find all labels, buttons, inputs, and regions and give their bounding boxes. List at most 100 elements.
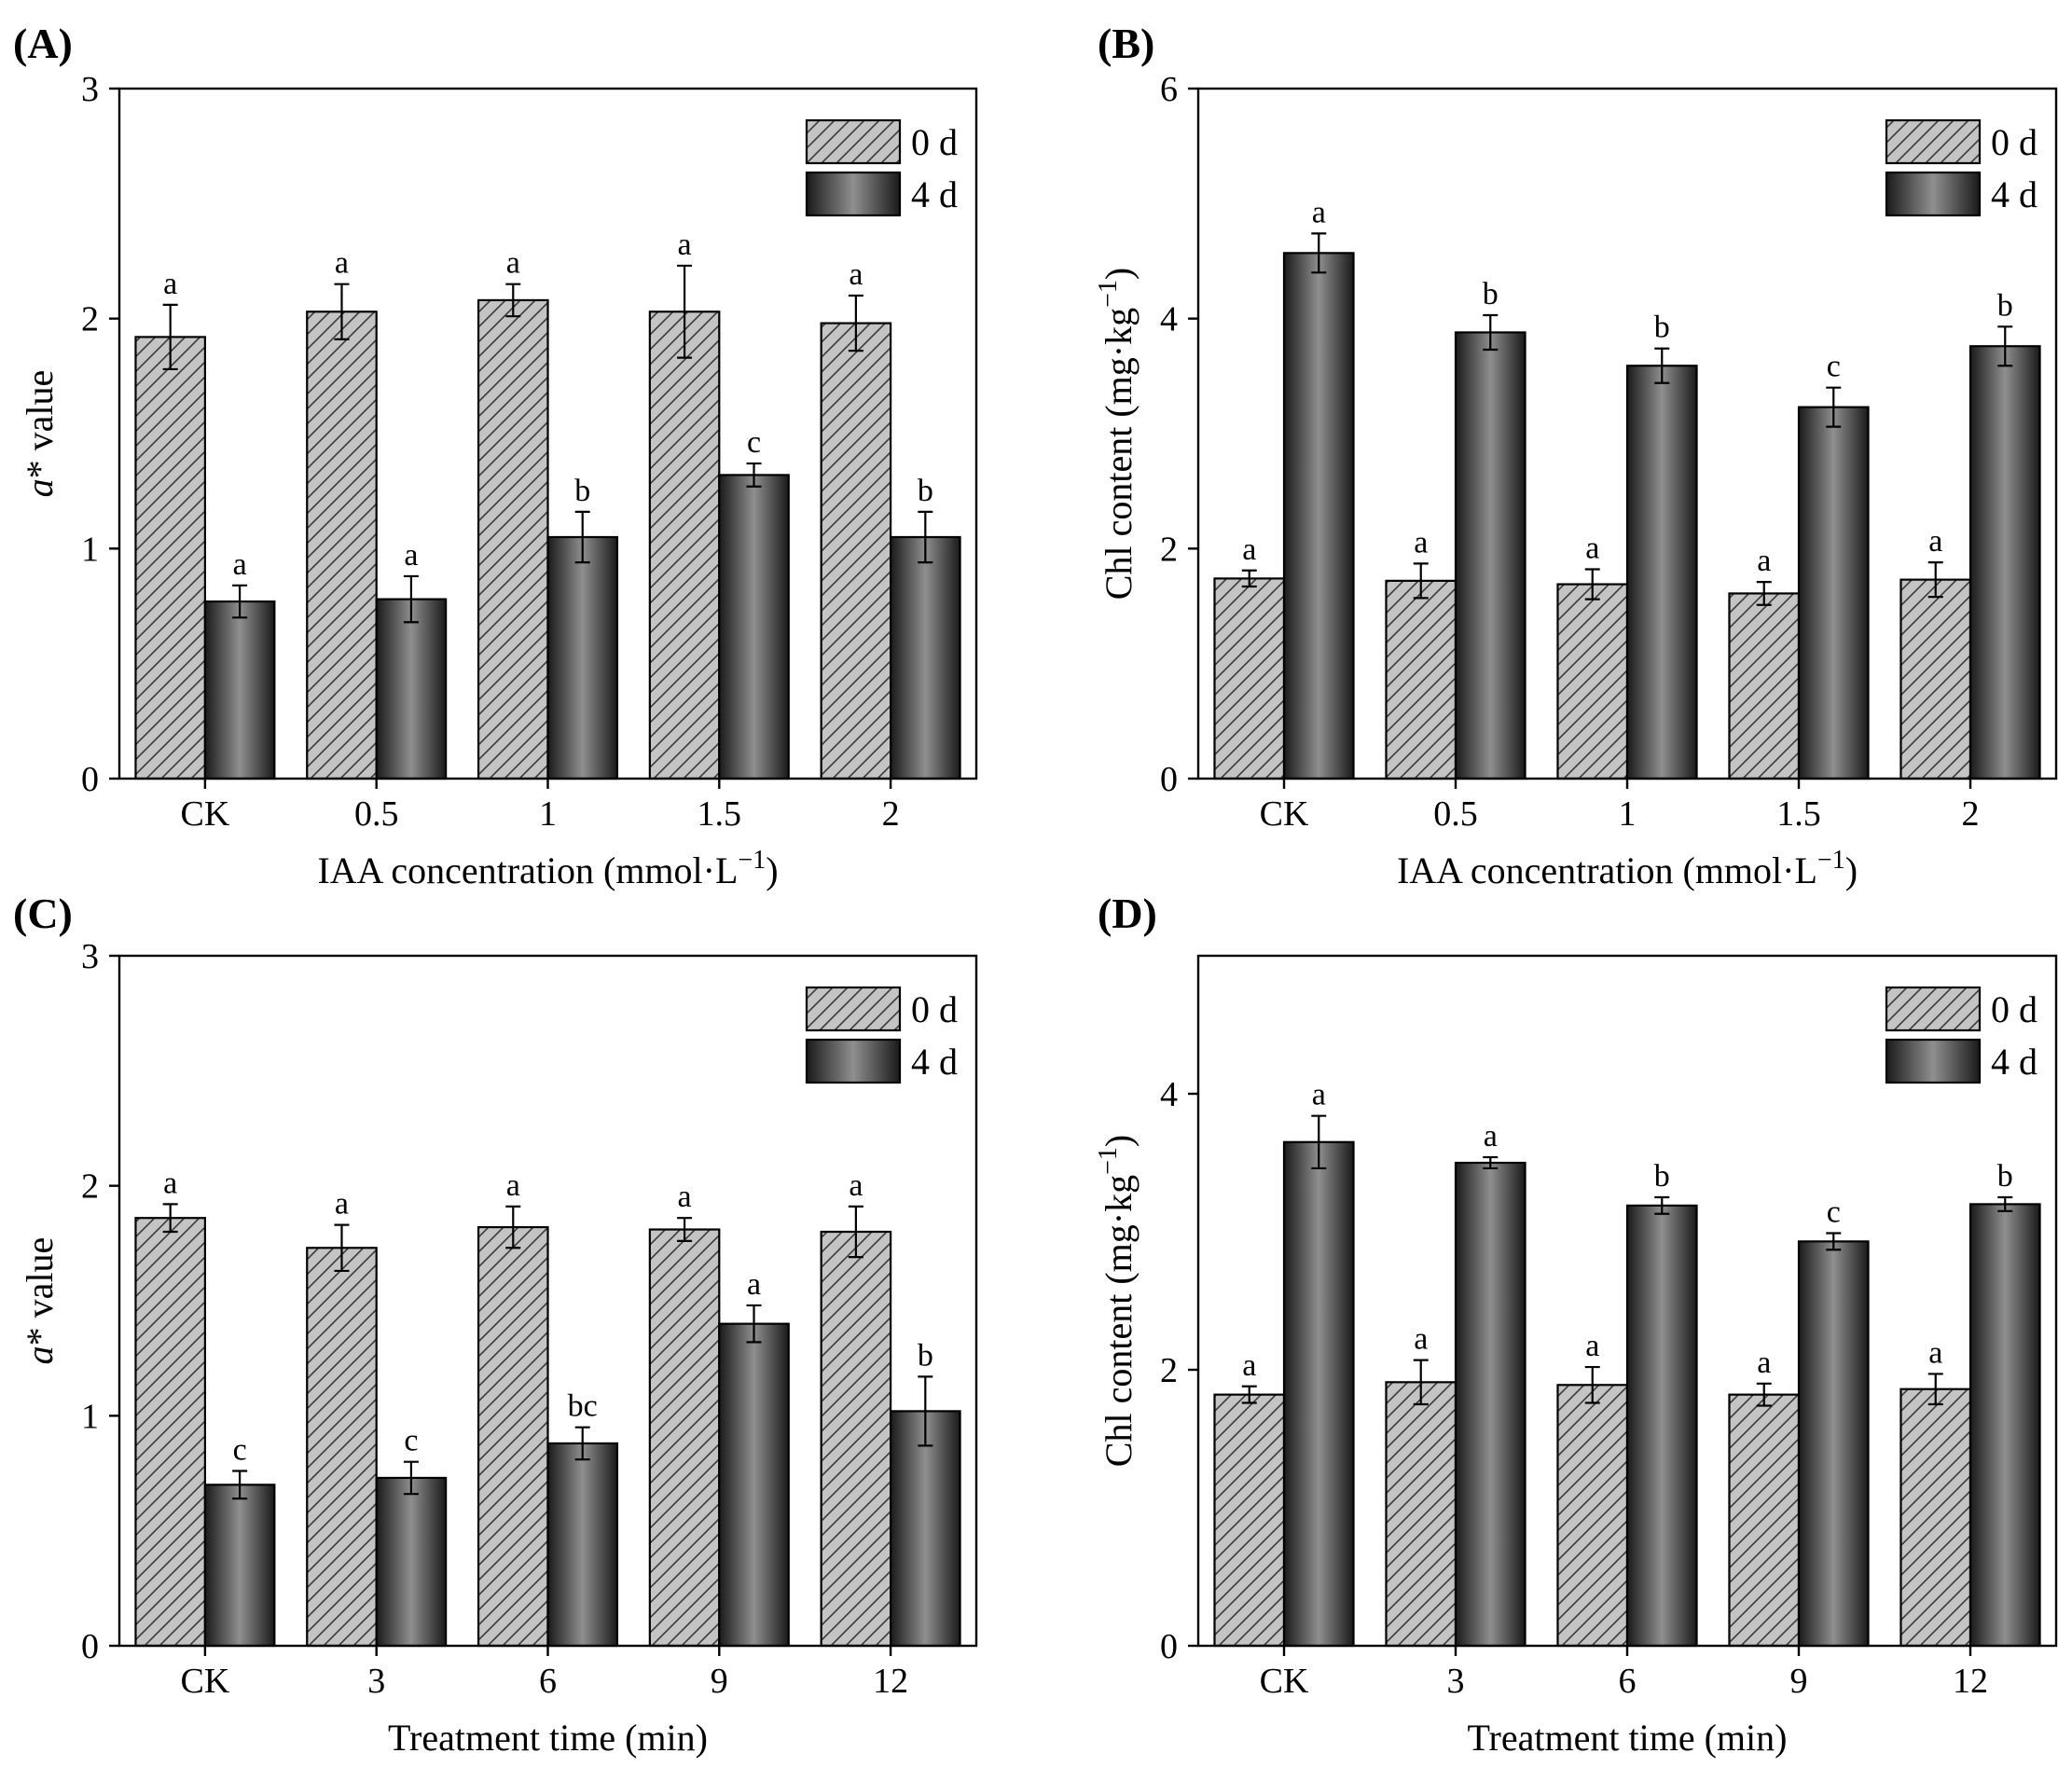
error-bar (677, 264, 693, 359)
x-axis-title: IAA concentration (mmol·L−1) (1397, 846, 1858, 891)
bar-4d-CK (1282, 252, 1355, 780)
x-tick-label: 6 (539, 1662, 557, 1701)
y-axis-title: Chl content (mg·kg−1) (1094, 1135, 1140, 1467)
error-bar (574, 1426, 590, 1461)
bar-0d-1.5 (648, 311, 721, 780)
error-bar (848, 294, 863, 352)
error-bar (162, 1203, 178, 1234)
legend-swatch-0d (1885, 118, 1982, 165)
significance-letter: a (1757, 544, 1771, 578)
y-axis-title: Chl content (mg·kg−1) (1094, 268, 1140, 600)
chart-panel-d: (D) a a a a a a a b c b 0 2 4 CK 3 6 9 12 Treatment time (m… (1094, 890, 2058, 1759)
bar-0d-6 (1556, 1384, 1629, 1648)
bar-4d-CK (203, 1484, 276, 1648)
significance-letter: a (163, 1166, 177, 1200)
bar-4d-9 (718, 1322, 790, 1648)
error-bar (848, 1205, 863, 1259)
bar-4d-CK (1282, 1140, 1355, 1648)
significance-letter: b (1654, 311, 1670, 345)
y-tick-label: 1 (81, 530, 99, 569)
y-tick-label: 3 (81, 937, 99, 976)
x-tick-label: CK (181, 794, 230, 834)
legend-swatch-4d (1885, 171, 1982, 217)
x-tick-label: 6 (1619, 1662, 1637, 1701)
bar-4d-1.5 (1797, 406, 1870, 780)
legend-swatch-4d (805, 171, 902, 217)
significance-letter: a (849, 1168, 863, 1203)
bar-0d-9 (1728, 1393, 1801, 1648)
error-bar (232, 584, 248, 619)
error-bar (1826, 1232, 1842, 1251)
y-tick-label: 2 (1160, 530, 1178, 569)
y-tick-label: 4 (1160, 1075, 1178, 1114)
error-bar (1584, 1365, 1600, 1404)
significance-letter: a (1757, 1346, 1771, 1380)
significance-letter: a (233, 547, 247, 582)
error-bar (1483, 1155, 1499, 1170)
x-tick-label: 12 (873, 1662, 908, 1701)
significance-letter: c (747, 425, 761, 460)
significance-letter: a (506, 1168, 520, 1203)
bar-0d-9 (648, 1228, 721, 1648)
significance-letter: a (335, 246, 349, 281)
legend-swatch-0d (805, 118, 902, 165)
significance-letter: b (1483, 277, 1499, 311)
bar-0d-3 (1385, 1381, 1457, 1648)
significance-letter: a (1484, 1119, 1498, 1153)
legend-swatch-4d (805, 1038, 902, 1084)
error-bar (918, 510, 933, 564)
significance-letter: a (335, 1187, 349, 1222)
legend-label: 4 d (911, 1041, 958, 1083)
error-bar (1927, 1373, 1943, 1406)
error-bar (403, 574, 419, 624)
error-bar (1241, 1385, 1257, 1404)
error-bar (677, 1217, 693, 1242)
bar-0d-CK (1213, 1393, 1286, 1648)
significance-letter: a (506, 246, 520, 281)
bar-4d-0.5 (1454, 331, 1526, 780)
chart-panel-a: (A) a a a a a a a b c b 0 1 2 3 CK 0.5 1 1.5 2 IAA concentra… (13, 20, 978, 891)
y-tick-label: 2 (81, 300, 99, 339)
bar-4d-1 (546, 535, 619, 780)
significance-letter: a (1312, 195, 1326, 229)
bar-0d-3 (306, 1247, 378, 1648)
significance-letter: a (747, 1267, 761, 1302)
bar-0d-0.5 (306, 311, 378, 780)
error-bar (1311, 1114, 1327, 1170)
legend-swatch-0d (805, 986, 902, 1032)
panel-label: (B) (1098, 20, 1154, 67)
error-bar (1826, 386, 1842, 428)
legend-label: 0 d (911, 121, 958, 163)
y-tick-label: 2 (1160, 1351, 1178, 1390)
bar-0d-2 (1899, 578, 1972, 780)
panel-label: (A) (13, 20, 73, 67)
y-tick-label: 4 (1160, 300, 1178, 339)
bar-4d-0.5 (375, 598, 448, 780)
x-tick-label: 3 (367, 1662, 385, 1701)
error-bar (403, 1460, 419, 1496)
error-bar (1654, 1195, 1670, 1215)
y-axis-title: a* value (19, 370, 61, 498)
x-tick-label: 0.5 (354, 794, 399, 834)
significance-letter: b (918, 474, 933, 508)
significance-letter: a (1585, 1329, 1599, 1363)
significance-letter: b (1654, 1159, 1670, 1194)
bar-4d-12 (1968, 1203, 2041, 1648)
significance-letter: c (404, 1424, 418, 1458)
y-tick-label: 0 (1160, 760, 1178, 799)
error-bar (746, 1304, 762, 1344)
y-tick-label: 0 (81, 760, 99, 799)
bar-4d-1 (1625, 365, 1698, 780)
bar-0d-2 (820, 322, 892, 780)
bar-4d-6 (1625, 1204, 1698, 1648)
x-tick-label: 12 (1953, 1662, 1988, 1701)
bar-0d-12 (1899, 1387, 1972, 1648)
significance-letter: b (1997, 288, 2013, 323)
bar-4d-1.5 (718, 474, 790, 780)
error-bar (1997, 1195, 2013, 1212)
significance-letter: b (574, 474, 590, 508)
error-bar (1584, 568, 1600, 601)
legend-label: 0 d (911, 988, 958, 1030)
significance-letter: c (1827, 350, 1841, 384)
error-bar (505, 283, 521, 318)
